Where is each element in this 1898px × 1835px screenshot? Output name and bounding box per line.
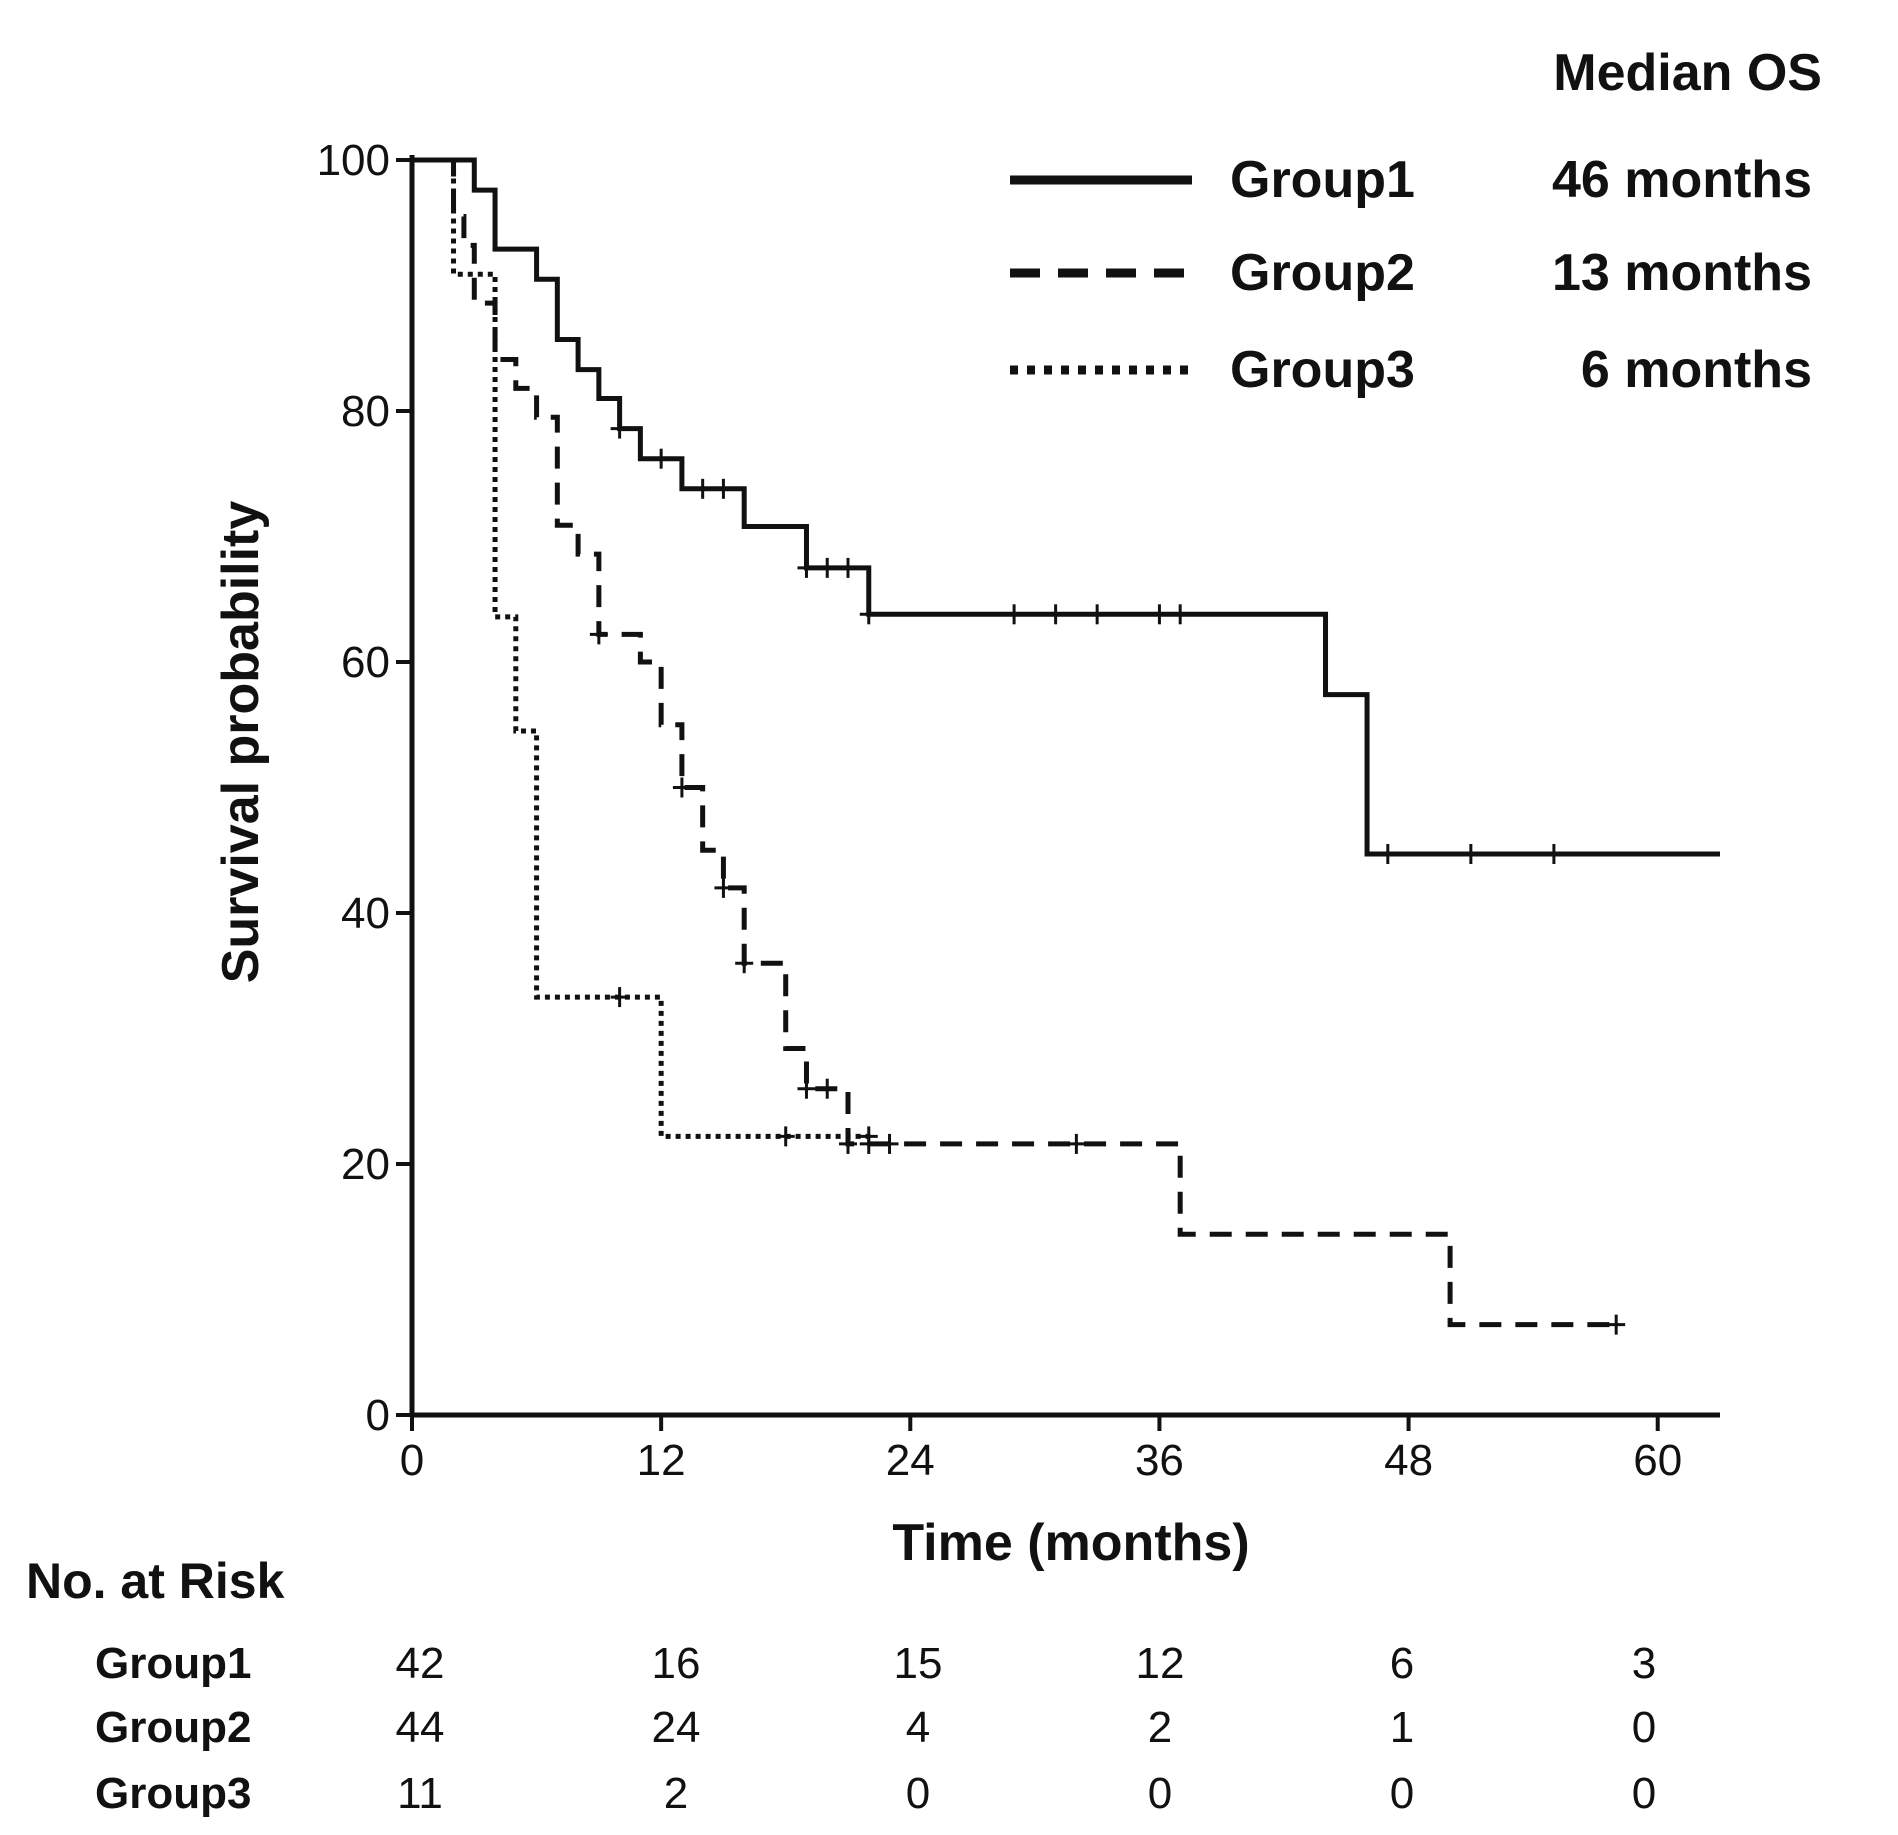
y-tick-label: 20 <box>341 1140 390 1189</box>
risk-row-label-group2: Group2 <box>95 1703 251 1752</box>
legend-median-group3: 6 months <box>1581 341 1812 399</box>
risk-cell: 11 <box>397 1769 443 1818</box>
x-tick-label: 0 <box>400 1436 424 1485</box>
x-axis-label: Time (months) <box>892 1514 1249 1572</box>
risk-cell: 15 <box>894 1639 943 1688</box>
series-line-group2 <box>412 157 1617 1328</box>
y-tick-label: 80 <box>341 387 390 436</box>
risk-table-title: No. at Risk <box>26 1553 285 1609</box>
legend-median-group2: 13 months <box>1552 244 1812 302</box>
risk-cell: 16 <box>652 1639 701 1688</box>
y-tick-label: 40 <box>341 889 390 938</box>
risk-cell: 0 <box>906 1769 930 1818</box>
x-tick-label: 60 <box>1633 1436 1682 1485</box>
series-group1 <box>412 157 1720 865</box>
legend-label-group3: Group3 <box>1230 341 1415 399</box>
risk-cell: 0 <box>1390 1769 1414 1818</box>
risk-cell: 1 <box>1390 1703 1414 1752</box>
legend-label-group1: Group1 <box>1230 151 1415 209</box>
y-axis-label: Survival probability <box>212 501 270 984</box>
risk-row-label-group1: Group1 <box>95 1639 251 1688</box>
series-group3 <box>412 157 878 1147</box>
risk-cell: 44 <box>396 1703 445 1752</box>
x-tick-label: 24 <box>886 1436 935 1485</box>
y-tick-label: 100 <box>317 136 390 185</box>
risk-cell: 3 <box>1632 1639 1656 1688</box>
axes: 0 20 40 60 80 100 0 12 24 36 48 60 Time (months) Surv… <box>212 136 1720 1572</box>
risk-cell: 6 <box>1390 1639 1414 1688</box>
risk-cell: 2 <box>1148 1703 1172 1752</box>
legend-label-group2: Group2 <box>1230 244 1415 302</box>
risk-row-label-group3: Group3 <box>95 1769 251 1818</box>
y-tick-label: 0 <box>366 1391 390 1440</box>
risk-cell: 4 <box>906 1703 930 1752</box>
risk-cell: 0 <box>1632 1703 1656 1752</box>
legend-median-group1: 46 months <box>1552 151 1812 209</box>
legend-title: Median OS <box>1553 44 1822 102</box>
legend: Median OS Group1 46 months Group2 13 months G… <box>1010 44 1822 399</box>
risk-cell: 42 <box>396 1639 445 1688</box>
risk-cell: 0 <box>1148 1769 1172 1818</box>
series-layer <box>412 157 1720 1335</box>
x-tick-label: 36 <box>1135 1436 1184 1485</box>
risk-cell: 0 <box>1632 1769 1656 1818</box>
risk-cell: 12 <box>1136 1639 1185 1688</box>
series-group2 <box>412 157 1626 1335</box>
x-tick-label: 48 <box>1384 1436 1433 1485</box>
risk-cell: 24 <box>652 1703 701 1752</box>
series-line-group3 <box>412 157 869 1139</box>
series-line-group1 <box>412 157 1720 857</box>
x-tick-label: 12 <box>637 1436 686 1485</box>
risk-cell: 2 <box>664 1769 688 1818</box>
y-tick-label: 60 <box>341 638 390 687</box>
